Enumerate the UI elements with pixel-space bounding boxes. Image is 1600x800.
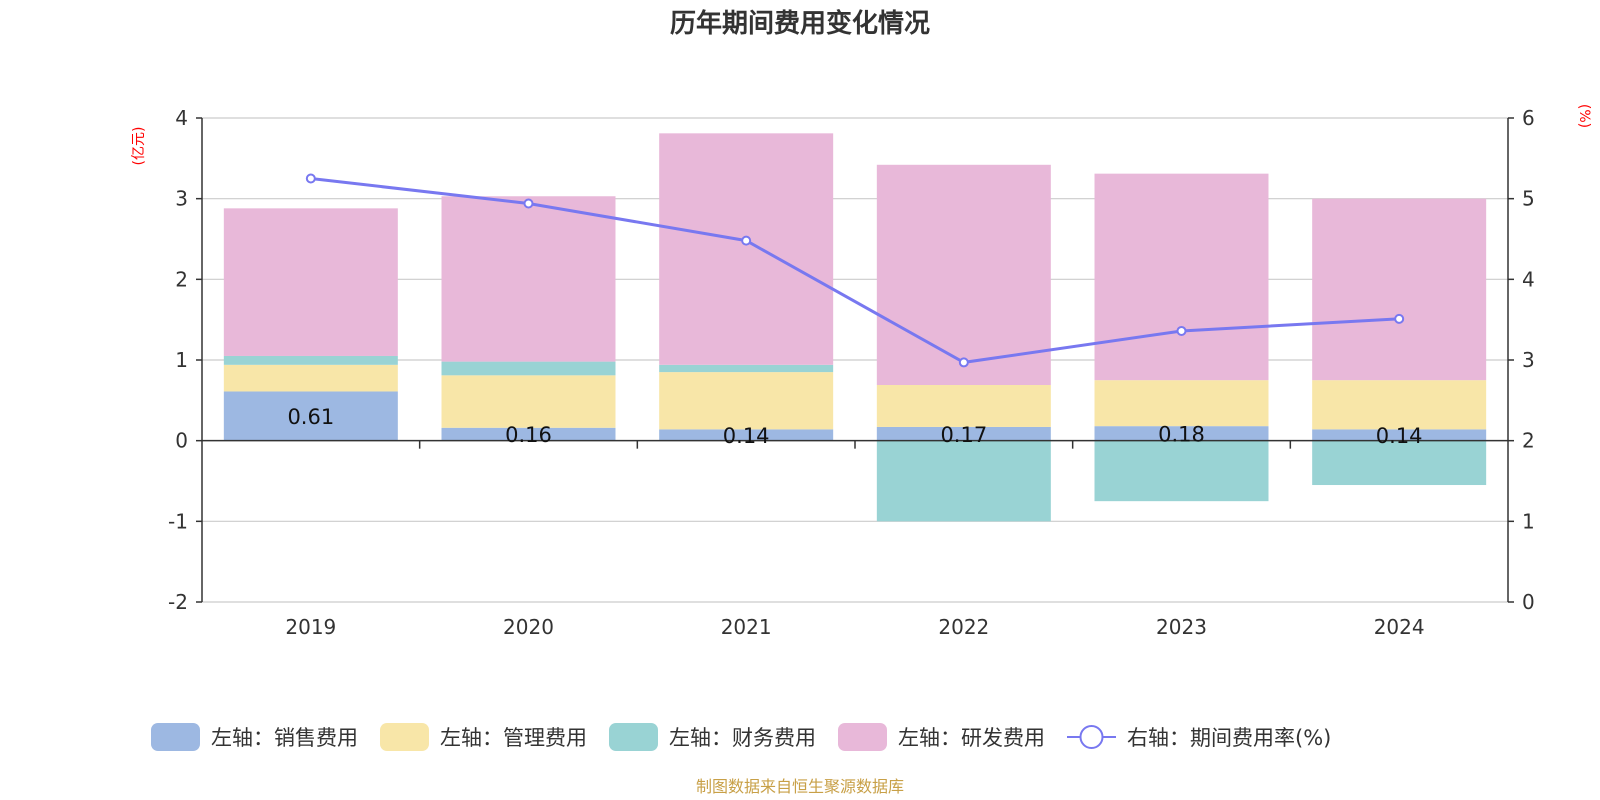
bars xyxy=(223,133,1487,522)
legend-swatch xyxy=(151,723,200,751)
bar-segment xyxy=(1094,173,1269,381)
x-tick-label: 2022 xyxy=(938,615,989,639)
x-tick-label: 2019 xyxy=(285,615,336,639)
rate-line xyxy=(305,173,1405,368)
bar-segment xyxy=(441,427,616,441)
bar-segment xyxy=(659,364,834,373)
legend-label: 右轴：期间费用率(%) xyxy=(1127,726,1331,750)
bar-segment xyxy=(876,440,1051,522)
bar-segment xyxy=(876,164,1051,386)
left-tick-label: 4 xyxy=(175,106,188,130)
legend-label: 左轴：管理费用 xyxy=(440,726,587,750)
data-labels: 0.61 0.16 0.14 0.17 0.18 0.14 xyxy=(287,405,1422,448)
left-tick-label: -1 xyxy=(168,509,188,533)
x-tick-label: 2024 xyxy=(1374,615,1425,639)
right-tick-label: 5 xyxy=(1522,187,1535,211)
rate-line-point xyxy=(305,173,316,184)
bar-segment xyxy=(1312,429,1487,441)
bar-segment xyxy=(876,385,1051,427)
bar-segment xyxy=(876,426,1051,441)
legend-label: 左轴：研发费用 xyxy=(898,726,1045,750)
legend-swatch xyxy=(609,723,658,751)
bar-segment xyxy=(1094,440,1269,502)
bar-segment xyxy=(1312,440,1487,486)
rate-line-point xyxy=(741,235,752,246)
bar-segment xyxy=(441,196,616,362)
x-tick-label: 2020 xyxy=(503,615,554,639)
rate-line-point xyxy=(1394,313,1405,324)
right-tick-label: 0 xyxy=(1522,590,1535,614)
left-tick-label: 1 xyxy=(175,348,188,372)
legend-label: 左轴：财务费用 xyxy=(669,726,816,750)
bar-segment xyxy=(223,391,398,441)
source-note: 制图数据来自恒生聚源数据库 xyxy=(696,777,904,796)
left-tick-label: 3 xyxy=(175,187,188,211)
left-tick-label: -2 xyxy=(168,590,188,614)
bar-segment xyxy=(1094,426,1269,441)
right-axis-unit: (%) xyxy=(1576,104,1592,128)
bar-segment xyxy=(659,429,834,441)
right-tick-label: 3 xyxy=(1522,348,1535,372)
bar-segment xyxy=(1312,380,1487,430)
left-tick-label: 0 xyxy=(175,429,188,453)
bar-value-label: 0.17 xyxy=(940,423,987,447)
bar-segment xyxy=(223,364,398,392)
rate-line-point xyxy=(958,357,969,368)
axes: -2 -1 0 1 2 3 4 0 1 2 3 4 5 6 2019 2020 2021 2022 2023 2024 xyxy=(168,106,1535,639)
bar-value-label: 0.16 xyxy=(505,423,552,447)
bar-segment xyxy=(1312,198,1487,381)
legend: 左轴：销售费用 左轴：管理费用 左轴：财务费用 左轴：研发费用 右轴：期间费用率(%) xyxy=(151,723,1331,751)
left-axis-unit: (亿元) xyxy=(131,127,147,166)
right-tick-label: 4 xyxy=(1522,267,1535,291)
chart-title: 历年期间费用变化情况 xyxy=(670,8,930,39)
right-tick-label: 1 xyxy=(1522,509,1535,533)
bar-value-label: 0.61 xyxy=(287,405,334,429)
legend-line-marker xyxy=(1079,725,1104,749)
rate-line-point xyxy=(523,198,534,209)
rate-line-path xyxy=(310,177,1400,364)
bar-segment xyxy=(223,208,398,356)
rate-line-point xyxy=(1176,325,1187,336)
bar-value-label: 0.18 xyxy=(1158,422,1205,446)
bar-segment xyxy=(441,361,616,376)
right-tick-label: 6 xyxy=(1522,106,1535,130)
legend-swatch xyxy=(380,723,429,751)
left-tick-label: 2 xyxy=(175,267,188,291)
x-tick-label: 2023 xyxy=(1156,615,1207,639)
bar-value-label: 0.14 xyxy=(723,424,770,448)
bar-segment xyxy=(1094,380,1269,427)
bar-segment xyxy=(659,133,834,365)
bar-value-label: 0.14 xyxy=(1376,424,1423,448)
right-tick-label: 2 xyxy=(1522,429,1535,453)
x-tick-label: 2021 xyxy=(721,615,772,639)
legend-swatch xyxy=(838,723,887,751)
legend-label: 左轴：销售费用 xyxy=(211,726,358,750)
bar-segment xyxy=(659,372,834,430)
bar-segment xyxy=(223,355,398,365)
bar-segment xyxy=(441,375,616,428)
grid-lines xyxy=(202,117,1508,603)
